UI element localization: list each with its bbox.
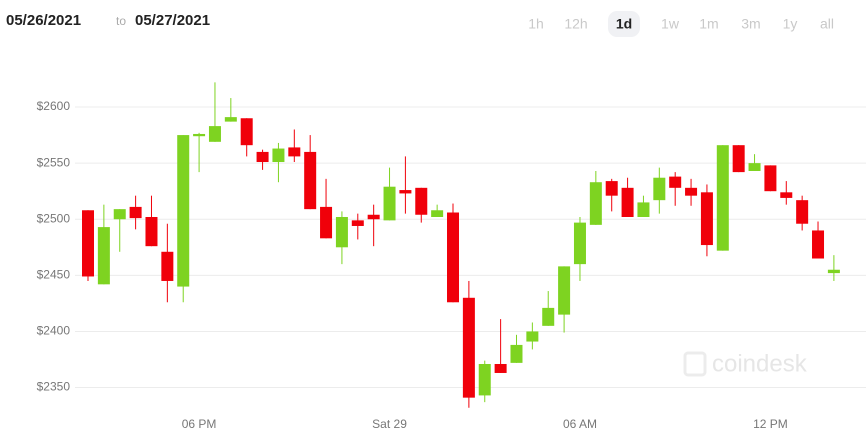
candle-body — [161, 251, 174, 281]
candle-body — [224, 117, 237, 122]
y-tick-label: $2550 — [37, 155, 71, 169]
x-tick-label: Sat 29 — [372, 417, 407, 431]
range-button[interactable]: 1y — [783, 16, 798, 32]
candle-body — [605, 181, 618, 196]
candle-body — [510, 344, 523, 363]
candle-body — [129, 206, 142, 219]
candle-body — [716, 145, 729, 251]
y-tick-label: $2350 — [37, 380, 71, 394]
x-tick-label: 06 PM — [182, 417, 217, 431]
candle-body — [478, 363, 491, 396]
range-label: all — [820, 16, 834, 32]
candle-body — [685, 187, 698, 196]
range-label: 3m — [741, 16, 760, 32]
candle-body — [653, 177, 666, 201]
candle-body — [272, 148, 285, 163]
candle-body — [542, 307, 555, 326]
date-from: 05/26/2021 — [6, 12, 81, 29]
range-label: 1y — [783, 16, 798, 32]
candle-body — [383, 186, 396, 221]
candle-body — [621, 187, 634, 217]
candle-body — [82, 210, 94, 277]
candle-body — [399, 190, 412, 194]
range-label: 1m — [699, 16, 718, 32]
range-button[interactable]: 12h — [564, 16, 587, 32]
candle-body — [113, 209, 126, 220]
y-tick-label: $2450 — [37, 268, 71, 282]
x-tick-label: 06 AM — [563, 417, 597, 431]
watermark-text: coindesk — [712, 350, 808, 377]
y-tick-label: $2600 — [37, 99, 71, 113]
candle-body — [780, 192, 793, 198]
candle-body — [335, 216, 348, 248]
candle-body — [589, 182, 602, 225]
candle-body — [367, 214, 380, 220]
candle-body — [304, 151, 317, 210]
range-button[interactable]: 1w — [661, 16, 680, 32]
candle-body — [288, 147, 301, 157]
range-button[interactable]: 1m — [699, 16, 718, 32]
candle-body — [573, 222, 586, 265]
candle-body — [558, 266, 571, 315]
watermark: coindesk — [683, 350, 808, 377]
candle-body — [447, 212, 460, 303]
candle-body — [812, 230, 825, 259]
candle-body — [431, 210, 444, 217]
range-button-bg — [608, 11, 640, 37]
candle-body — [351, 220, 364, 226]
candle-body — [494, 363, 507, 373]
range-label: 1d — [616, 16, 632, 32]
range-label: 1w — [661, 16, 680, 32]
y-tick-label: $2400 — [37, 324, 71, 338]
candle-body — [764, 165, 777, 192]
watermark-icon — [683, 351, 707, 377]
candle-body — [415, 187, 428, 215]
candle-body — [193, 133, 206, 137]
candle-body — [526, 331, 539, 342]
candle-body — [177, 135, 190, 287]
candle-body — [796, 200, 809, 224]
y-tick-label: $2500 — [37, 211, 71, 225]
range-label: 12h — [564, 16, 587, 32]
candle-body — [748, 163, 761, 171]
candle-body — [700, 192, 713, 246]
candle-body — [732, 145, 745, 173]
range-button[interactable]: 1h — [528, 16, 544, 32]
candle-body — [637, 202, 650, 217]
candle-body — [669, 176, 682, 188]
x-tick-label: 12 PM — [753, 417, 788, 431]
candle-body — [320, 206, 333, 239]
candle-body — [256, 151, 269, 163]
candle-body — [145, 216, 158, 247]
candle-body — [827, 269, 840, 274]
candle-body — [462, 297, 475, 398]
candle-body — [97, 227, 110, 285]
candle-body — [208, 126, 221, 142]
range-button[interactable]: 3m — [741, 16, 760, 32]
range-button[interactable]: all — [820, 16, 834, 32]
candle-body — [240, 118, 253, 146]
date-to: 05/27/2021 — [135, 12, 210, 29]
range-button[interactable]: 1d — [608, 11, 640, 37]
date-to-word: to — [116, 14, 126, 28]
range-label: 1h — [528, 16, 544, 32]
